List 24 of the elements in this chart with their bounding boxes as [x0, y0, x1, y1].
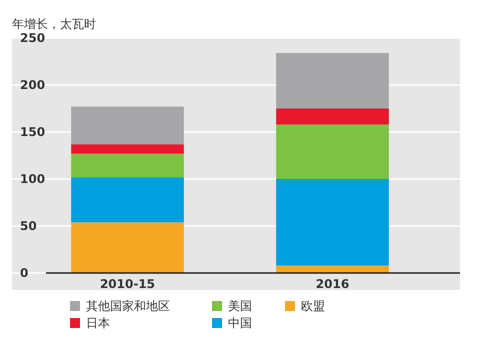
bar [71, 222, 184, 273]
bar [276, 108, 389, 124]
x-tick-label: 2010-15 [100, 277, 156, 291]
bar [276, 53, 389, 108]
y-tick-label: 0 [20, 266, 28, 280]
legend-label: 日本 [86, 316, 110, 330]
y-tick-label: 50 [20, 219, 37, 233]
legend-label: 欧盟 [301, 299, 325, 313]
bar [71, 106, 184, 144]
bar [71, 154, 184, 178]
legend-label: 美国 [228, 299, 252, 313]
y-tick-label: 100 [20, 172, 46, 186]
legend-label: 中国 [228, 316, 252, 330]
bar [276, 179, 389, 266]
y-axis-title: 年增长，太瓦时 [12, 17, 96, 31]
y-tick-label: 250 [20, 31, 46, 45]
bar [276, 124, 389, 179]
y-tick-label: 150 [20, 125, 46, 139]
bar [71, 144, 184, 154]
y-tick-label: 200 [20, 78, 46, 92]
bar [276, 265, 389, 273]
x-tick-label: 2016 [316, 277, 350, 291]
legend-label: 其他国家和地区 [86, 299, 170, 313]
bar [71, 177, 184, 222]
